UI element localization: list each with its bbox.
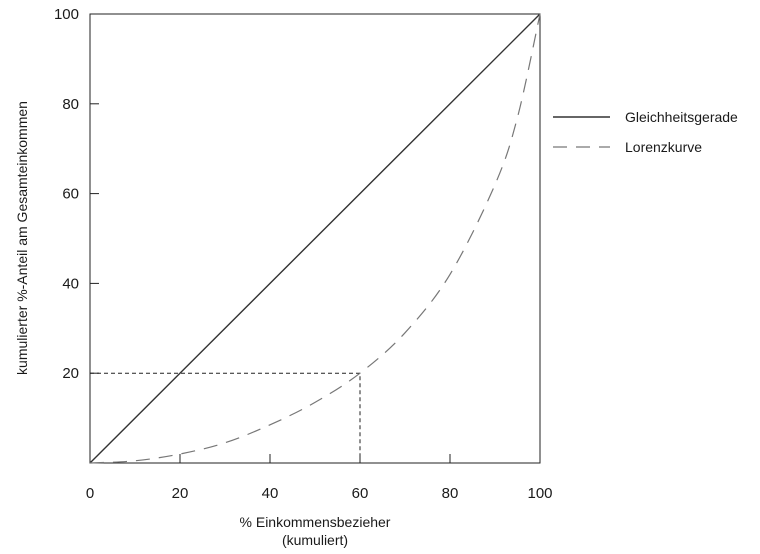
y-tick-label: 60 — [62, 186, 79, 203]
y-tick-labels: 20 40 60 80 100 — [54, 6, 79, 382]
legend: Gleichheitsgerade Lorenzkurve — [553, 109, 738, 155]
y-tick-label: 40 — [62, 275, 79, 292]
lorenz-curve — [89, 13, 541, 464]
legend-label-gleichheitsgerade: Gleichheitsgerade — [625, 109, 738, 125]
plot-area — [89, 13, 541, 464]
equality-line — [89, 13, 541, 464]
y-axis-title: kumulierter %-Anteil am Gesamteinkommen — [14, 101, 30, 375]
plot-frame — [89, 13, 541, 464]
legend-label-lorenzkurve: Lorenzkurve — [625, 139, 702, 155]
x-tick-label: 0 — [86, 485, 94, 502]
x-tick-label: 40 — [262, 485, 279, 502]
x-tick-label: 20 — [172, 485, 189, 502]
x-axis-title-line1: % Einkommensbezieher — [240, 514, 391, 530]
x-tick-labels: 0 20 40 60 80 100 — [86, 485, 553, 502]
x-axis-title-line2: (kumuliert) — [282, 532, 348, 548]
x-tick-label: 80 — [442, 485, 459, 502]
y-tick-label: 20 — [62, 365, 79, 382]
y-tick-label: 80 — [62, 96, 79, 113]
reference-dashed-guide — [90, 372, 361, 463]
x-tick-label: 60 — [352, 485, 369, 502]
y-tick-label: 100 — [54, 6, 79, 23]
x-tick-label: 100 — [527, 485, 552, 502]
